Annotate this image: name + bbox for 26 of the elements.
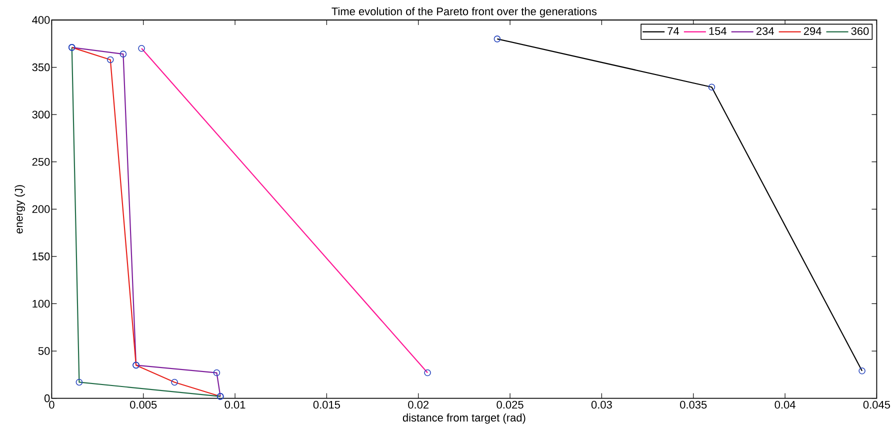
y-tick-label: 400	[32, 16, 50, 24]
y-tick-label: 250	[32, 158, 50, 166]
x-tick-label: 0.045	[863, 400, 890, 409]
y-tick-label: 50	[38, 347, 50, 355]
legend-label: 234	[756, 27, 774, 35]
x-tick-label: 0.035	[680, 400, 707, 409]
y-tick-label: 100	[32, 300, 50, 308]
x-tick-label: 0.02	[408, 400, 429, 409]
x-tick-label: 0.04	[774, 400, 796, 409]
y-tick-label: 150	[32, 252, 50, 260]
y-tick-label: 200	[32, 205, 50, 214]
y-tick-label: 350	[32, 63, 50, 72]
y-tick-label: 300	[32, 110, 50, 118]
legend-label: 74	[668, 27, 680, 35]
x-tick-label: 0.025	[496, 400, 524, 409]
chart-title: Time evolution of the Pareto front over the generations	[332, 7, 597, 18]
y-axis-title: energy (J)	[14, 185, 25, 234]
legend-label: 294	[804, 27, 822, 35]
legend-label: 154	[709, 27, 726, 35]
x-tick-label: 0.015	[313, 400, 340, 409]
x-tick-label: 0.01	[224, 400, 246, 409]
x-tick-label: 0.03	[591, 400, 612, 409]
x-tick-label: 0.005	[130, 400, 157, 409]
x-axis-title: distance from target (rad)	[402, 413, 526, 424]
y-tick-label: 0	[44, 394, 50, 402]
legend-label: 360	[851, 27, 869, 35]
